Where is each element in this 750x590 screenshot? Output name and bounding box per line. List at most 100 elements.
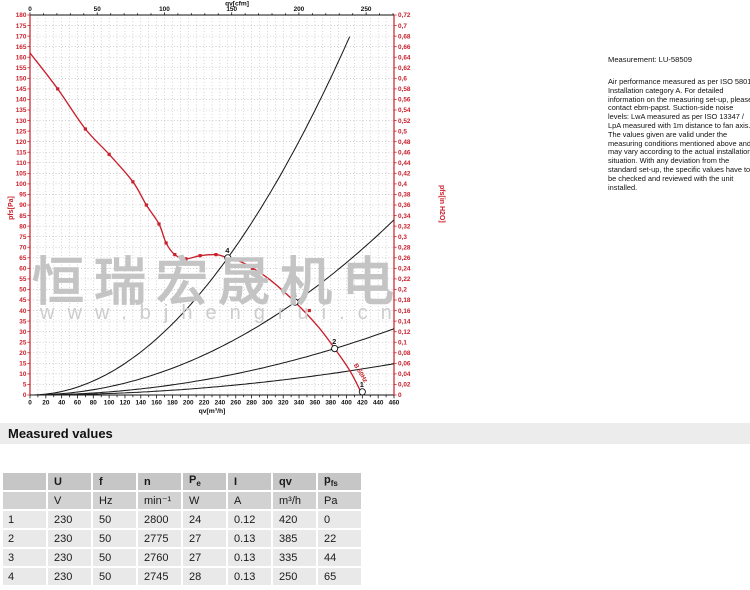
table-cell: 50 xyxy=(93,530,136,547)
svg-text:0,38: 0,38 xyxy=(398,192,411,199)
table-cell: 335 xyxy=(273,549,316,566)
svg-text:0,02: 0,02 xyxy=(398,382,411,389)
table-cell: 250 xyxy=(273,568,316,585)
svg-text:2: 2 xyxy=(332,337,336,346)
measured-values-header-band: Measured values xyxy=(0,423,750,444)
table-cell: 2760 xyxy=(138,549,181,566)
svg-text:220: 220 xyxy=(199,400,210,407)
svg-text:50: 50 xyxy=(94,6,102,13)
table-cell: 27 xyxy=(183,549,226,566)
svg-text:0,2: 0,2 xyxy=(398,287,407,294)
svg-text:0,58: 0,58 xyxy=(398,86,411,93)
svg-text:0,6: 0,6 xyxy=(398,76,407,83)
svg-text:320: 320 xyxy=(278,400,289,407)
svg-text:70: 70 xyxy=(19,244,27,251)
svg-text:10: 10 xyxy=(19,371,27,378)
svg-text:0,12: 0,12 xyxy=(398,329,411,336)
svg-text:0,28: 0,28 xyxy=(398,244,411,251)
svg-text:0,04: 0,04 xyxy=(398,371,411,378)
svg-text:0,26: 0,26 xyxy=(398,255,411,262)
svg-text:0: 0 xyxy=(398,392,402,399)
table-cell: 230 xyxy=(48,511,91,528)
table-cell: U xyxy=(48,473,91,490)
svg-text:3: 3 xyxy=(293,291,297,300)
svg-text:25: 25 xyxy=(19,339,27,346)
svg-text:0,72: 0,72 xyxy=(398,12,411,19)
svg-text:0,62: 0,62 xyxy=(398,65,411,72)
svg-text:80: 80 xyxy=(19,223,27,230)
svg-text:125: 125 xyxy=(16,128,27,135)
table-cell: 50 xyxy=(93,568,136,585)
svg-text:85: 85 xyxy=(19,213,27,220)
table-cell: f xyxy=(93,473,136,490)
svg-text:20: 20 xyxy=(19,350,27,357)
table-cell: 4 xyxy=(3,568,46,585)
table-cell: 230 xyxy=(48,568,91,585)
table-cell: V xyxy=(48,492,91,509)
svg-text:130: 130 xyxy=(16,118,27,125)
table-cell: qv xyxy=(273,473,316,490)
svg-text:50: 50 xyxy=(19,287,27,294)
table-cell: 2 xyxy=(3,530,46,547)
svg-text:360: 360 xyxy=(310,400,321,407)
svg-text:140: 140 xyxy=(135,400,146,407)
svg-text:0,34: 0,34 xyxy=(398,213,411,220)
table-row: 3 230 50 2760 27 0.13 335 44 xyxy=(3,549,361,566)
svg-text:0,44: 0,44 xyxy=(398,160,411,167)
svg-text:0,14: 0,14 xyxy=(398,318,411,325)
svg-text:4: 4 xyxy=(225,246,230,255)
svg-text:0,52: 0,52 xyxy=(398,118,411,125)
table-cell: I xyxy=(228,473,271,490)
svg-text:440: 440 xyxy=(373,400,384,407)
svg-text:150: 150 xyxy=(16,76,27,83)
table-cell: A xyxy=(228,492,271,509)
svg-text:340: 340 xyxy=(294,400,305,407)
svg-text:0: 0 xyxy=(23,392,27,399)
table-cell: 2775 xyxy=(138,530,181,547)
svg-text:65: 65 xyxy=(19,255,27,262)
svg-text:0,1: 0,1 xyxy=(398,339,407,346)
table-cell: 22 xyxy=(318,530,361,547)
svg-text:250: 250 xyxy=(361,6,372,13)
svg-text:0,48: 0,48 xyxy=(398,139,411,146)
table-cell: 0.13 xyxy=(228,549,271,566)
svg-text:0,4: 0,4 xyxy=(398,181,407,188)
svg-text:0,46: 0,46 xyxy=(398,149,411,156)
svg-text:60: 60 xyxy=(19,266,27,273)
svg-text:15: 15 xyxy=(19,361,27,368)
table-cell: 1 xyxy=(3,511,46,528)
svg-text:0,3: 0,3 xyxy=(398,234,407,241)
svg-text:40: 40 xyxy=(58,400,66,407)
svg-text:200: 200 xyxy=(294,6,305,13)
table-cell: 0.12 xyxy=(228,511,271,528)
table-cell: min⁻¹ xyxy=(138,492,181,509)
svg-text:260: 260 xyxy=(230,400,241,407)
svg-text:pfs[in H2O]: pfs[in H2O] xyxy=(438,185,445,223)
table-cell: pfs xyxy=(318,473,361,490)
svg-text:0,16: 0,16 xyxy=(398,308,411,315)
svg-text:0,08: 0,08 xyxy=(398,350,411,357)
table-cell: 50 xyxy=(93,549,136,566)
svg-text:1: 1 xyxy=(360,380,364,389)
svg-text:120: 120 xyxy=(120,400,131,407)
svg-text:60: 60 xyxy=(74,400,82,407)
table-cell: 44 xyxy=(318,549,361,566)
svg-text:0,24: 0,24 xyxy=(398,266,411,273)
chart-svg: 0 20 40 60 80 100 120 140 160 180 200 220 240 260 280 3… xyxy=(8,1,445,415)
svg-text:35: 35 xyxy=(19,318,27,325)
table-cell xyxy=(3,492,46,509)
svg-text:pfs[Pa]: pfs[Pa] xyxy=(8,196,15,220)
svg-text:90: 90 xyxy=(19,202,27,209)
svg-text:0,22: 0,22 xyxy=(398,276,411,283)
svg-text:180: 180 xyxy=(16,12,27,19)
svg-text:115: 115 xyxy=(16,149,27,156)
svg-text:120: 120 xyxy=(16,139,27,146)
svg-text:155: 155 xyxy=(16,65,27,72)
table-cell: 230 xyxy=(48,549,91,566)
svg-text:170: 170 xyxy=(16,33,27,40)
svg-text:380: 380 xyxy=(325,400,336,407)
svg-text:145: 145 xyxy=(16,86,27,93)
table-cell: 2800 xyxy=(138,511,181,528)
table-row: 1 230 50 2800 24 0.12 420 0 xyxy=(3,511,361,528)
